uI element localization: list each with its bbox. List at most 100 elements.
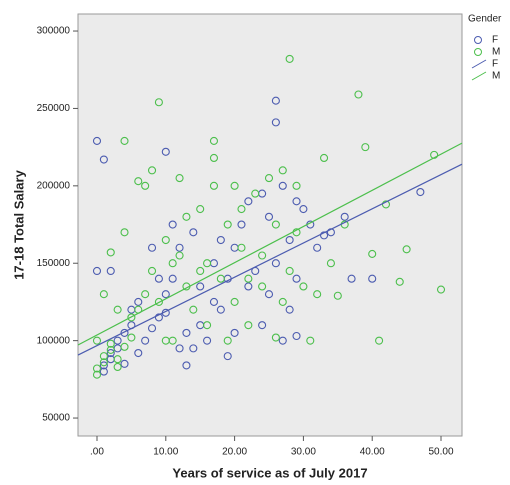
point: [182, 328, 191, 337]
point: [292, 181, 301, 190]
legend-line: [471, 59, 487, 69]
point: [264, 212, 274, 221]
point: [285, 305, 294, 314]
point: [244, 321, 253, 330]
point: [196, 205, 205, 214]
point: [168, 259, 177, 268]
point: [168, 274, 177, 283]
point: [106, 348, 115, 358]
point: [189, 305, 198, 314]
point: [237, 205, 246, 214]
point: [258, 251, 267, 260]
point: [285, 54, 294, 63]
point: [106, 345, 115, 354]
point: [120, 228, 129, 237]
x-tick-label: 40.00: [360, 447, 385, 458]
point: [361, 143, 370, 152]
point: [106, 339, 115, 348]
point: [113, 362, 122, 372]
point: [127, 333, 136, 342]
point: [251, 189, 260, 198]
point: [354, 90, 363, 99]
point: [196, 282, 205, 291]
point: [113, 336, 122, 345]
point: [436, 285, 446, 294]
point: [99, 361, 108, 370]
point: [154, 98, 163, 107]
point: [368, 249, 377, 258]
point: [141, 336, 150, 345]
point: [99, 155, 108, 164]
point: [319, 231, 329, 240]
point: [340, 212, 349, 221]
point: [258, 321, 267, 330]
point: [203, 336, 212, 345]
plot-area: [77, 13, 463, 437]
point: [189, 228, 198, 237]
point: [375, 336, 384, 345]
point: [106, 266, 115, 276]
point: [292, 197, 301, 206]
point: [141, 290, 150, 299]
point: [203, 321, 212, 330]
point: [244, 282, 253, 291]
point: [313, 243, 322, 252]
point: [99, 367, 108, 376]
point: [347, 274, 356, 283]
point: [416, 187, 425, 197]
point: [147, 243, 157, 252]
point: [161, 147, 170, 156]
legend-marker: [474, 36, 482, 44]
y-axis-title: 17-18 Total Salary: [11, 169, 26, 279]
point: [92, 336, 102, 345]
point: [147, 166, 157, 175]
point: [333, 291, 342, 300]
point: [134, 177, 143, 186]
point: [154, 274, 163, 283]
point: [223, 352, 232, 361]
point: [278, 166, 287, 175]
y-tick-label: 300000: [37, 26, 71, 37]
point: [237, 220, 246, 229]
point: [106, 248, 115, 257]
point: [278, 336, 287, 345]
point: [292, 331, 301, 341]
point: [319, 153, 329, 163]
point: [99, 352, 108, 361]
point: [209, 181, 219, 190]
point: [175, 344, 184, 353]
point: [271, 118, 280, 127]
y-tick-label: 200000: [37, 180, 71, 191]
y-tick-label: 150000: [37, 258, 71, 269]
point: [134, 348, 143, 358]
point: [168, 220, 177, 229]
point: [134, 297, 143, 306]
x-tick-label: 10.00: [153, 447, 178, 458]
point: [203, 259, 212, 268]
point: [141, 181, 150, 190]
point: [209, 297, 219, 306]
point: [244, 274, 253, 283]
point: [326, 259, 335, 268]
point: [271, 96, 280, 105]
point: [216, 235, 225, 245]
point: [258, 282, 267, 291]
point: [209, 136, 219, 145]
point: [271, 259, 280, 268]
y-tick-label: 50000: [42, 413, 70, 424]
point: [299, 282, 308, 291]
point: [196, 266, 205, 276]
point: [120, 359, 129, 368]
point: [285, 266, 294, 276]
point: [120, 342, 129, 351]
point: [175, 243, 184, 252]
legend-line: [471, 71, 487, 81]
fit-line: [77, 142, 463, 346]
point: [271, 220, 280, 229]
point: [368, 274, 377, 283]
point: [147, 266, 157, 276]
point: [292, 274, 301, 283]
point: [299, 205, 308, 214]
point: [161, 235, 170, 245]
